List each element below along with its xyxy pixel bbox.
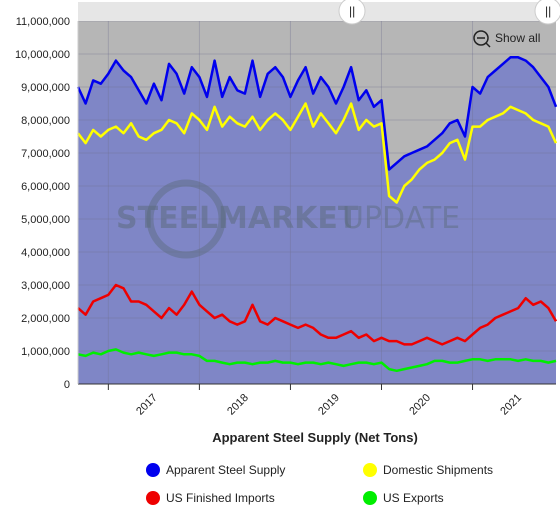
legend: Apparent Steel Supply Domestic Shipments U… [146, 463, 493, 505]
legend-label-apparent-steel-supply[interactable]: Apparent Steel Supply [166, 463, 285, 477]
y-tick-label: 1,000,000 [21, 346, 70, 358]
zoom-out-handle [485, 42, 491, 48]
watermark-logo-icon [146, 179, 226, 259]
navigator-left-handle[interactable] [338, 0, 366, 25]
y-tick-label: 0 [64, 379, 70, 391]
navigator-track[interactable] [78, 2, 556, 21]
y-tick-label: 2,000,000 [21, 313, 70, 325]
y-tick-label: 11,000,000 [16, 16, 70, 28]
y-tick-label: 7,000,000 [21, 148, 70, 160]
navigator-left-grip-icon: || [349, 4, 355, 18]
series-line-domestic-shipments [77, 102, 558, 204]
navigator-right-grip-icon: || [545, 4, 551, 18]
show-all-button[interactable]: Show all [473, 30, 540, 48]
legend-marker-apparent-steel-supply [146, 463, 160, 477]
y-tick-label: 3,000,000 [21, 280, 70, 292]
x-tick-label: 2017 [134, 392, 160, 418]
x-tick-label: 2019 [316, 392, 342, 418]
x-tick-label: 2021 [498, 392, 524, 418]
steel-market-update-watermark: STEEL MARKET UPDATE [116, 179, 460, 259]
legend-marker-us-finished-imports [146, 491, 160, 505]
legend-label-us-finished-imports[interactable]: US Finished Imports [166, 491, 275, 505]
y-tick-label: 9,000,000 [21, 82, 70, 94]
zoom-out-icon [473, 30, 489, 46]
legend-marker-domestic-shipments [363, 463, 377, 477]
y-tick-label: 5,000,000 [21, 214, 70, 226]
navigator-right-handle[interactable] [534, 0, 560, 25]
series-line-us-exports [77, 348, 557, 373]
series-line-apparent-steel-supply [76, 56, 558, 171]
x-tick-labels: 2017 2018 2019 2020 2021 [107, 384, 524, 418]
y-tick-label: 10,000,000 [15, 49, 70, 61]
x-tick-label: 2018 [225, 392, 251, 418]
y-tick-label: 8,000,000 [21, 115, 70, 127]
y-tick-label: 6,000,000 [21, 181, 70, 193]
legend-marker-us-exports [363, 491, 377, 505]
watermark-word-steel: STEEL [116, 201, 218, 236]
x-tick-label: 2020 [407, 392, 433, 418]
watermark-word-market: MARKET [218, 201, 359, 236]
y-tick-labels: 0 1,000,000 2,000,000 3,000,000 4,000,000 5,0… [15, 16, 70, 391]
y-tick-label: 4,000,000 [21, 247, 70, 259]
legend-label-domestic-shipments[interactable]: Domestic Shipments [383, 463, 493, 477]
show-all-label[interactable]: Show all [495, 31, 540, 45]
legend-label-us-exports[interactable]: US Exports [383, 491, 444, 505]
range-navigator[interactable]: || || [78, 0, 560, 25]
series-lines [76, 56, 558, 373]
x-axis-title: Apparent Steel Supply (Net Tons) [212, 430, 418, 445]
watermark-word-update: UPDATE [342, 201, 460, 236]
series-line-us-finished-imports [77, 283, 558, 346]
